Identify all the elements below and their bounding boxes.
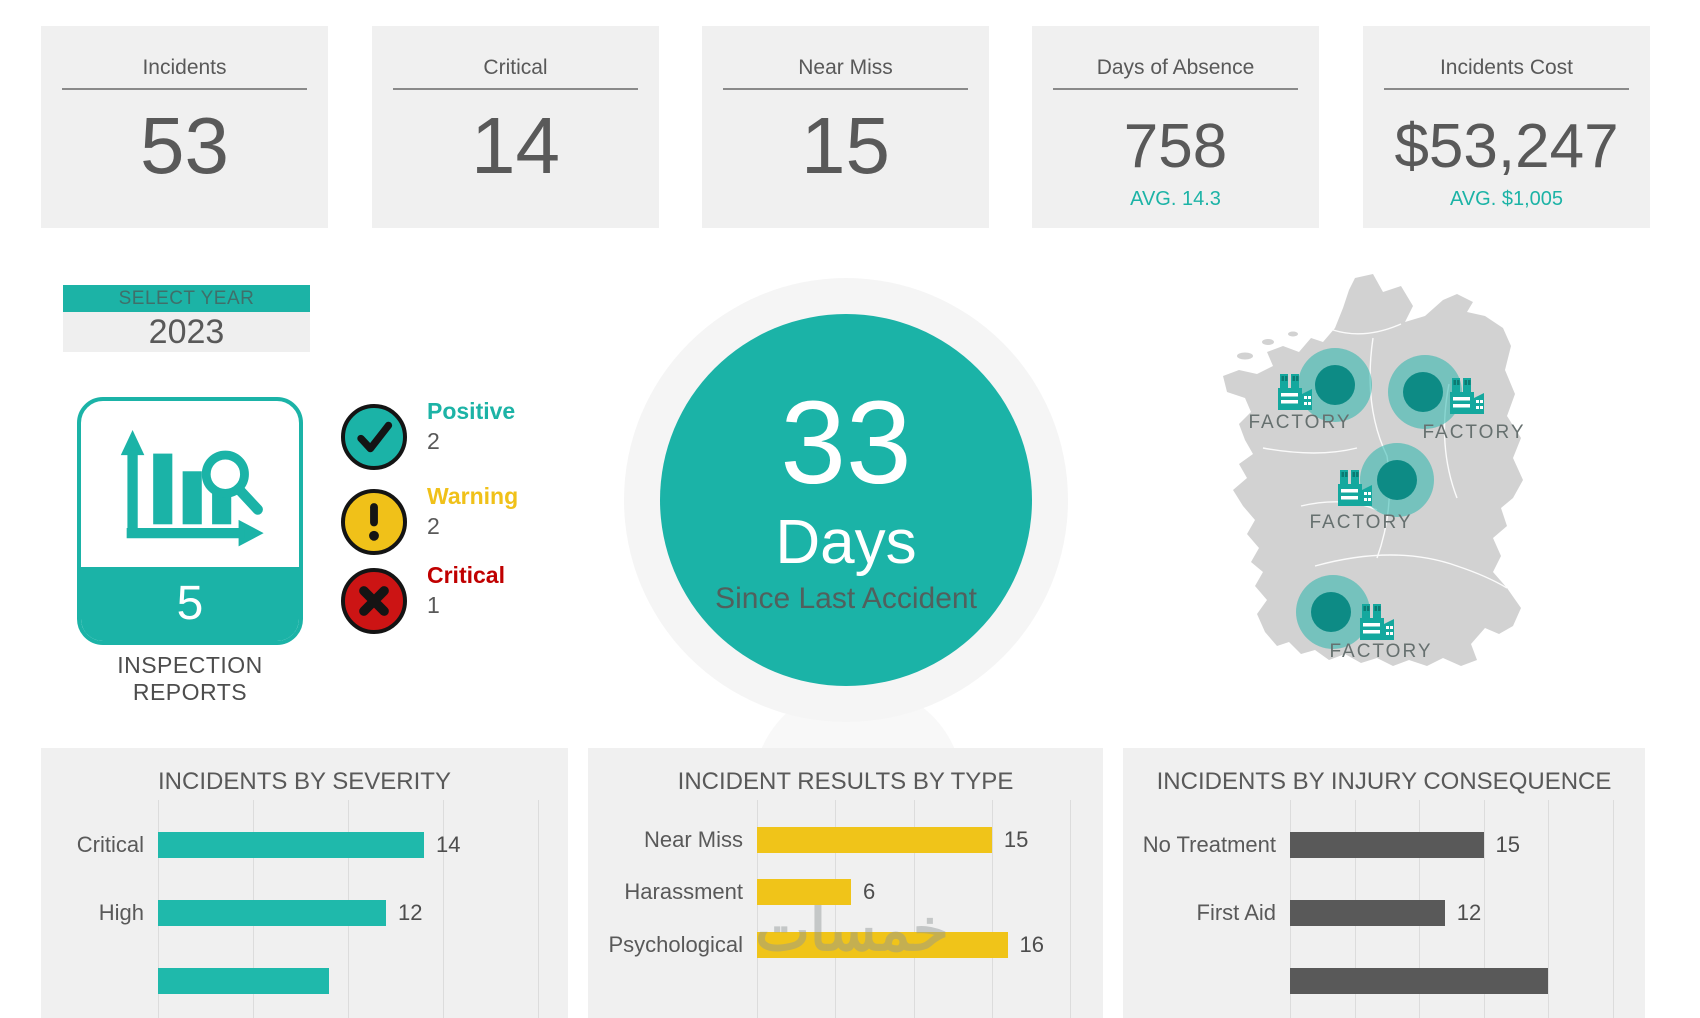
- days-count: 33: [780, 377, 912, 509]
- select-year-value[interactable]: 2023: [63, 312, 310, 352]
- bar-category-label: First Aid: [1196, 900, 1276, 925]
- inspection-count: 5: [81, 567, 299, 641]
- kpi-card-critical: Critical 14: [372, 26, 659, 228]
- factory-marker-core: [1315, 365, 1355, 405]
- critical-status-icon: [341, 568, 407, 634]
- days-since-last-accident-badge: 33 Days Since Last Accident: [660, 314, 1032, 686]
- warning-count: 2: [427, 513, 440, 539]
- bar-value-label: 15: [1495, 832, 1520, 857]
- inspection-reports-tile: 5: [77, 397, 303, 645]
- bar-category-label: No Treatment: [1142, 832, 1276, 857]
- gridline: [1612, 800, 1614, 1018]
- gridline: [757, 800, 758, 1018]
- bar-value-label: 12: [398, 900, 423, 925]
- chart-title: INCIDENTS BY INJURY CONSEQUENCE: [1156, 768, 1612, 795]
- bar-psychological[interactable]: [757, 932, 1008, 958]
- gridline: [991, 800, 993, 1018]
- kpi-underline: [62, 88, 307, 90]
- bar-harassment[interactable]: [757, 879, 851, 905]
- critical-label: Critical: [427, 562, 505, 588]
- kpi-value: 758: [1123, 112, 1228, 181]
- warning-label: Warning: [427, 483, 519, 509]
- bar-category-label: Critical: [76, 832, 144, 857]
- days-caption: Since Last Accident: [715, 582, 977, 615]
- kpi-title: Critical: [483, 56, 548, 79]
- bar-high[interactable]: [158, 900, 386, 926]
- kpi-average: AVG. $1,005: [1449, 188, 1564, 210]
- chart-incidents-by-severity: INCIDENTS BY SEVERITY Critical 14 High 12: [41, 748, 568, 1018]
- bar-value-label: 16: [1019, 932, 1045, 957]
- chart-incidents-by-injury-consequence: INCIDENTS BY INJURY CONSEQUENCE No Treat…: [1123, 748, 1645, 1018]
- check-icon: [357, 421, 393, 453]
- bar-first-aid[interactable]: [1290, 900, 1445, 926]
- positive-count: 2: [427, 428, 440, 454]
- bar-category-label: Harassment: [624, 879, 743, 904]
- factory-label: FACTORY: [1309, 512, 1413, 533]
- kpi-value: 53: [140, 101, 229, 190]
- kpi-card-near-miss: Near Miss 15: [702, 26, 989, 228]
- warning-status-icon: [341, 489, 407, 555]
- kpi-title: Incidents Cost: [1439, 56, 1574, 79]
- bar-near-miss[interactable]: [757, 827, 992, 853]
- kpi-underline: [723, 88, 968, 90]
- bar-value-label: 6: [862, 879, 876, 904]
- kpi-underline: [1053, 88, 1298, 90]
- bar-value-label: 12: [1456, 900, 1482, 925]
- watermark-text: خمسات: [755, 898, 949, 963]
- kpi-underline: [1384, 88, 1629, 90]
- gridline: [1070, 800, 1072, 1018]
- factory-marker-core: [1403, 372, 1443, 412]
- kpi-value: 14: [471, 101, 560, 190]
- factory-marker-core: [1377, 460, 1417, 500]
- kpi-card-days-of-absence: Days of Absence 758 AVG. 14.3: [1032, 26, 1319, 228]
- bar-partial[interactable]: [1290, 968, 1548, 994]
- chart-title: INCIDENT RESULTS BY TYPE: [677, 768, 1014, 795]
- kpi-value: $53,247: [1394, 112, 1619, 181]
- select-year-header[interactable]: SELECT YEAR: [63, 285, 310, 312]
- critical-count: 1: [427, 592, 440, 618]
- kpi-average: AVG. 14.3: [1130, 188, 1221, 210]
- gridline: [538, 800, 539, 1018]
- kpi-card-incidents: Incidents 53: [41, 26, 328, 228]
- kpi-underline: [393, 88, 638, 90]
- positive-label: Positive: [427, 398, 516, 424]
- cross-icon: [359, 586, 389, 616]
- factory-marker-core: [1311, 592, 1351, 632]
- bar-no-treatment[interactable]: [1290, 832, 1484, 858]
- gridline: [1548, 800, 1549, 1018]
- bar-value-label: 14: [436, 832, 461, 857]
- exclamation-icon: [369, 503, 379, 541]
- days-unit: Days: [775, 508, 917, 577]
- kpi-title: Days of Absence: [1096, 56, 1255, 79]
- inspection-reports-label: INSPECTION REPORTS: [117, 652, 263, 705]
- gridline: [443, 800, 444, 1018]
- factory-label: FACTORY: [1422, 422, 1526, 443]
- bar-partial[interactable]: [158, 968, 329, 994]
- chart-incident-results-by-type: INCIDENT RESULTS BY TYPE Near Miss 15 Hara…: [588, 748, 1103, 1018]
- inspection-chart-magnifier-icon: [120, 430, 264, 547]
- bar-category-label: Near Miss: [643, 827, 743, 852]
- factory-icon: [1278, 374, 1312, 410]
- chart-title: INCIDENTS BY SEVERITY: [158, 768, 451, 795]
- bar-critical[interactable]: [158, 832, 424, 858]
- positive-status-icon: [341, 404, 407, 470]
- kpi-value: 15: [801, 101, 890, 190]
- factory-label: FACTORY: [1248, 412, 1352, 433]
- gridline: [913, 800, 915, 1018]
- kpi-title: Near Miss: [798, 56, 893, 79]
- kpi-title: Incidents: [142, 56, 227, 79]
- factory-icon: [1450, 378, 1484, 414]
- factory-icon: [1360, 604, 1394, 640]
- bar-category-label: High: [98, 900, 144, 925]
- bar-category-label: Psychological: [608, 932, 743, 957]
- gridline: [835, 800, 837, 1018]
- kpi-card-incidents-cost: Incidents Cost $53,247 AVG. $1,005: [1363, 26, 1650, 228]
- factory-label: FACTORY: [1329, 641, 1433, 662]
- factory-icon: [1338, 470, 1372, 506]
- gridline: [1483, 800, 1485, 1018]
- bar-value-label: 15: [1003, 827, 1029, 852]
